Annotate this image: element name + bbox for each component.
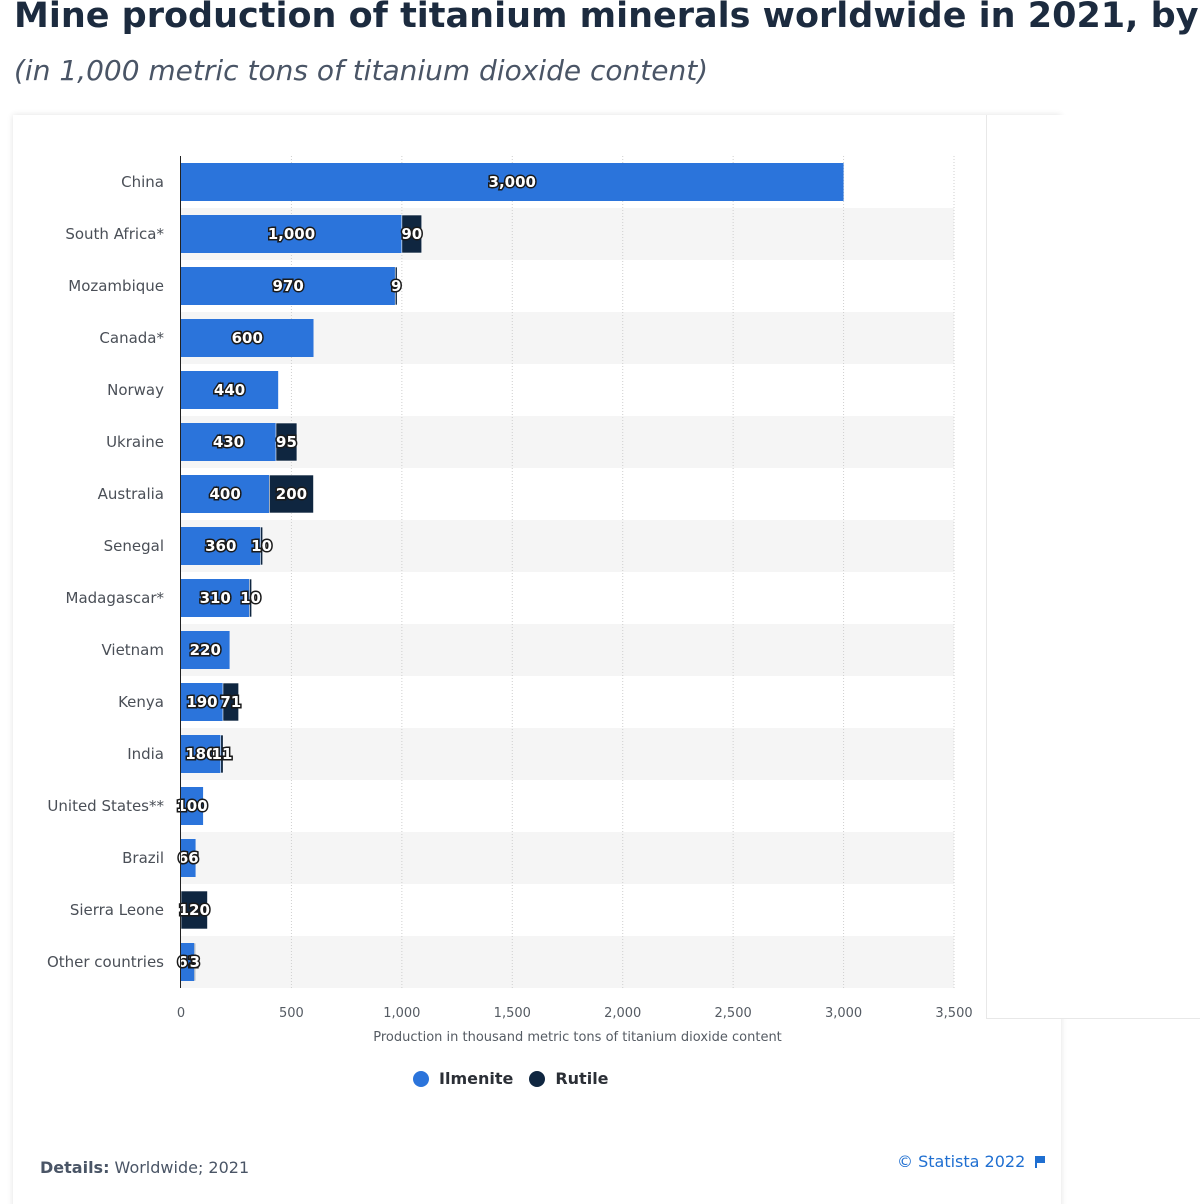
x-tick-label: 0 <box>177 1006 185 1021</box>
legend-label-rutile: Rutile <box>555 1069 609 1088</box>
bar-ilmenite <box>181 319 314 357</box>
category-label: Mozambique <box>68 277 164 295</box>
category-label: Madagascar* <box>66 589 165 607</box>
row-stripe <box>181 416 954 468</box>
row-stripe <box>181 520 954 572</box>
data-label-rutile: 95 <box>276 433 297 451</box>
row-stripe <box>181 624 954 676</box>
legend-dot-ilmenite <box>413 1070 429 1087</box>
data-label-rutile: 10 <box>251 537 272 555</box>
category-label: India <box>127 745 164 763</box>
bar-ilmenite <box>181 527 261 565</box>
category-label: Kenya <box>118 693 164 711</box>
category-label: Canada* <box>99 329 164 347</box>
x-axis-title: Production in thousand metric tons of ti… <box>373 1030 782 1045</box>
category-label: Senegal <box>104 537 164 555</box>
data-label-ilmenite: 100 <box>176 797 207 815</box>
data-label-ilmenite: 600 <box>232 329 263 347</box>
data-label-ilmenite: 1,000 <box>268 225 315 243</box>
bar-rutile <box>249 578 252 618</box>
data-label-rutile: 120 <box>179 901 210 919</box>
bar-ilmenite <box>181 579 250 617</box>
data-label-rutile: 11 <box>212 745 233 763</box>
flag-icon[interactable] <box>1035 1155 1046 1168</box>
bar-rutile <box>401 214 423 254</box>
x-tick-label: 2,500 <box>715 1006 752 1021</box>
data-label-ilmenite: 400 <box>210 485 241 503</box>
bar-chart: 0 500 1,000 1,500 2,000 2,500 3,000 3,500 Produc… <box>47 156 973 1045</box>
legend-item-rutile[interactable]: Rutile <box>529 1069 609 1088</box>
bar-rutile <box>194 942 196 982</box>
legend-dot-rutile <box>529 1070 546 1087</box>
legend-item-ilmenite[interactable]: Ilmenite <box>413 1069 513 1088</box>
chart-subtitle: (in 1,000 metric tons of titanium dioxid… <box>14 54 709 87</box>
bar-rutile <box>275 422 298 462</box>
bar-ilmenite <box>181 267 396 305</box>
category-label: China <box>121 173 164 191</box>
credit-text[interactable]: © Statista 2022 <box>897 1152 1026 1171</box>
bar-ilmenite <box>181 683 223 721</box>
bar-rutile <box>260 526 264 566</box>
x-tick-label: 500 <box>279 1006 304 1021</box>
row-stripe <box>181 832 954 884</box>
bar-ilmenite <box>181 839 196 877</box>
data-label-ilmenite: 190 <box>186 693 217 711</box>
details-value: Worldwide; 2021 <box>109 1158 250 1177</box>
bar-ilmenite <box>181 215 402 253</box>
bar-ilmenite <box>181 631 230 669</box>
statista-credit[interactable]: © Statista 2022 <box>897 1152 1046 1171</box>
legend: Ilmenite Rutile <box>413 1069 625 1088</box>
data-label-rutile: 200 <box>276 485 307 503</box>
data-label-ilmenite: 3,000 <box>489 173 536 191</box>
data-label-ilmenite: 180 <box>185 745 216 763</box>
bar-ilmenite <box>181 735 221 773</box>
data-label-rutile: 3 <box>190 953 200 971</box>
data-label-ilmenite: 430 <box>213 433 244 451</box>
legend-label-ilmenite: Ilmenite <box>439 1069 514 1088</box>
details-label: Details: <box>40 1158 110 1177</box>
details-text: Details: Worldwide; 2021 <box>40 1158 249 1177</box>
data-label-ilmenite: 970 <box>272 277 303 295</box>
bar-rutile <box>394 266 398 306</box>
data-label-rutile: 10 <box>240 589 261 607</box>
data-label-rutile: 71 <box>220 693 241 711</box>
data-label-ilmenite: 310 <box>200 589 231 607</box>
data-label-rutile: 9 <box>391 277 401 295</box>
x-tick-label: 3,000 <box>825 1006 862 1021</box>
data-label-ilmenite: 440 <box>214 381 245 399</box>
bar-ilmenite <box>181 371 279 409</box>
bar-rutile <box>269 474 314 514</box>
bar-rutile <box>222 682 239 722</box>
data-label-ilmenite: 66 <box>178 849 199 867</box>
row-stripe <box>181 728 954 780</box>
side-panel <box>986 115 1200 1019</box>
category-label: Norway <box>107 381 164 399</box>
category-label: Sierra Leone <box>70 901 164 919</box>
bar-ilmenite <box>181 787 204 825</box>
data-label-ilmenite: 220 <box>190 641 221 659</box>
category-label: Brazil <box>122 849 164 867</box>
row-stripe <box>181 936 954 988</box>
category-label: South Africa* <box>65 225 164 243</box>
x-tick-label: 3,500 <box>935 1006 972 1021</box>
bar-ilmenite <box>181 163 844 201</box>
bar-ilmenite <box>181 423 276 461</box>
x-tick-label: 1,500 <box>494 1006 531 1021</box>
bar-ilmenite <box>181 943 195 981</box>
category-label: Australia <box>98 485 164 503</box>
category-label: Vietnam <box>101 641 164 659</box>
x-tick-label: 2,000 <box>604 1006 641 1021</box>
data-label-ilmenite: 360 <box>205 537 236 555</box>
category-label: United States** <box>47 797 164 815</box>
data-label-rutile: 90 <box>401 225 422 243</box>
bar-ilmenite <box>181 475 270 513</box>
x-tick-label: 1,000 <box>383 1006 420 1021</box>
bar-rutile <box>220 734 224 774</box>
category-label: Other countries <box>47 953 164 971</box>
category-label: Ukraine <box>106 433 164 451</box>
chart-title: Mine production of titanium minerals wor… <box>14 0 1200 36</box>
data-label-ilmenite: 61 <box>177 953 198 971</box>
